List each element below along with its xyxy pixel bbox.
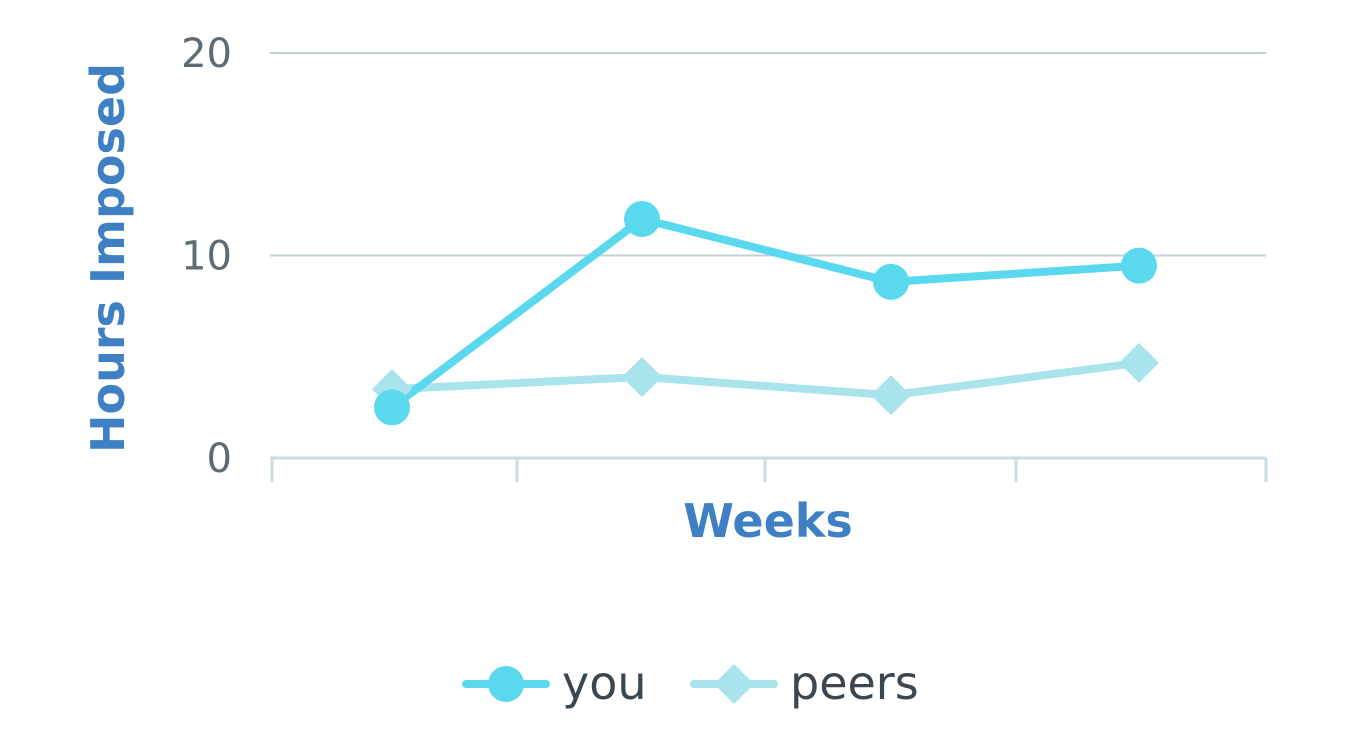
legend: you peers	[462, 656, 919, 710]
data-point-peers	[871, 375, 911, 416]
y-tick-label: 20	[181, 31, 232, 77]
legend-marker-peers	[714, 664, 754, 704]
data-point-you	[374, 389, 410, 426]
legend-label-peers: peers	[790, 656, 919, 710]
data-point-you	[1121, 247, 1157, 284]
y-tick-label: 0	[207, 436, 232, 482]
data-point-peers	[1119, 342, 1159, 383]
y-axis-title: Hours Imposed	[81, 63, 135, 453]
series-markers	[372, 201, 1159, 426]
legend-item-peers: peers	[690, 656, 919, 710]
y-tick-label: 10	[181, 234, 232, 280]
gridlines	[270, 52, 1266, 257]
legend-label-you: you	[562, 656, 647, 710]
series-lines	[388, 215, 1143, 412]
data-point-you	[873, 263, 909, 300]
y-tick-labels: 0 10 20	[181, 31, 232, 482]
legend-item-you: you	[462, 656, 647, 710]
legend-marker-you	[488, 666, 524, 702]
series-line-peers	[388, 358, 1143, 400]
series-line-you	[388, 215, 1143, 412]
data-point-you	[624, 201, 660, 238]
x-axis-title: Weeks	[683, 494, 852, 548]
x-axis	[270, 456, 1268, 482]
data-point-peers	[622, 357, 662, 397]
